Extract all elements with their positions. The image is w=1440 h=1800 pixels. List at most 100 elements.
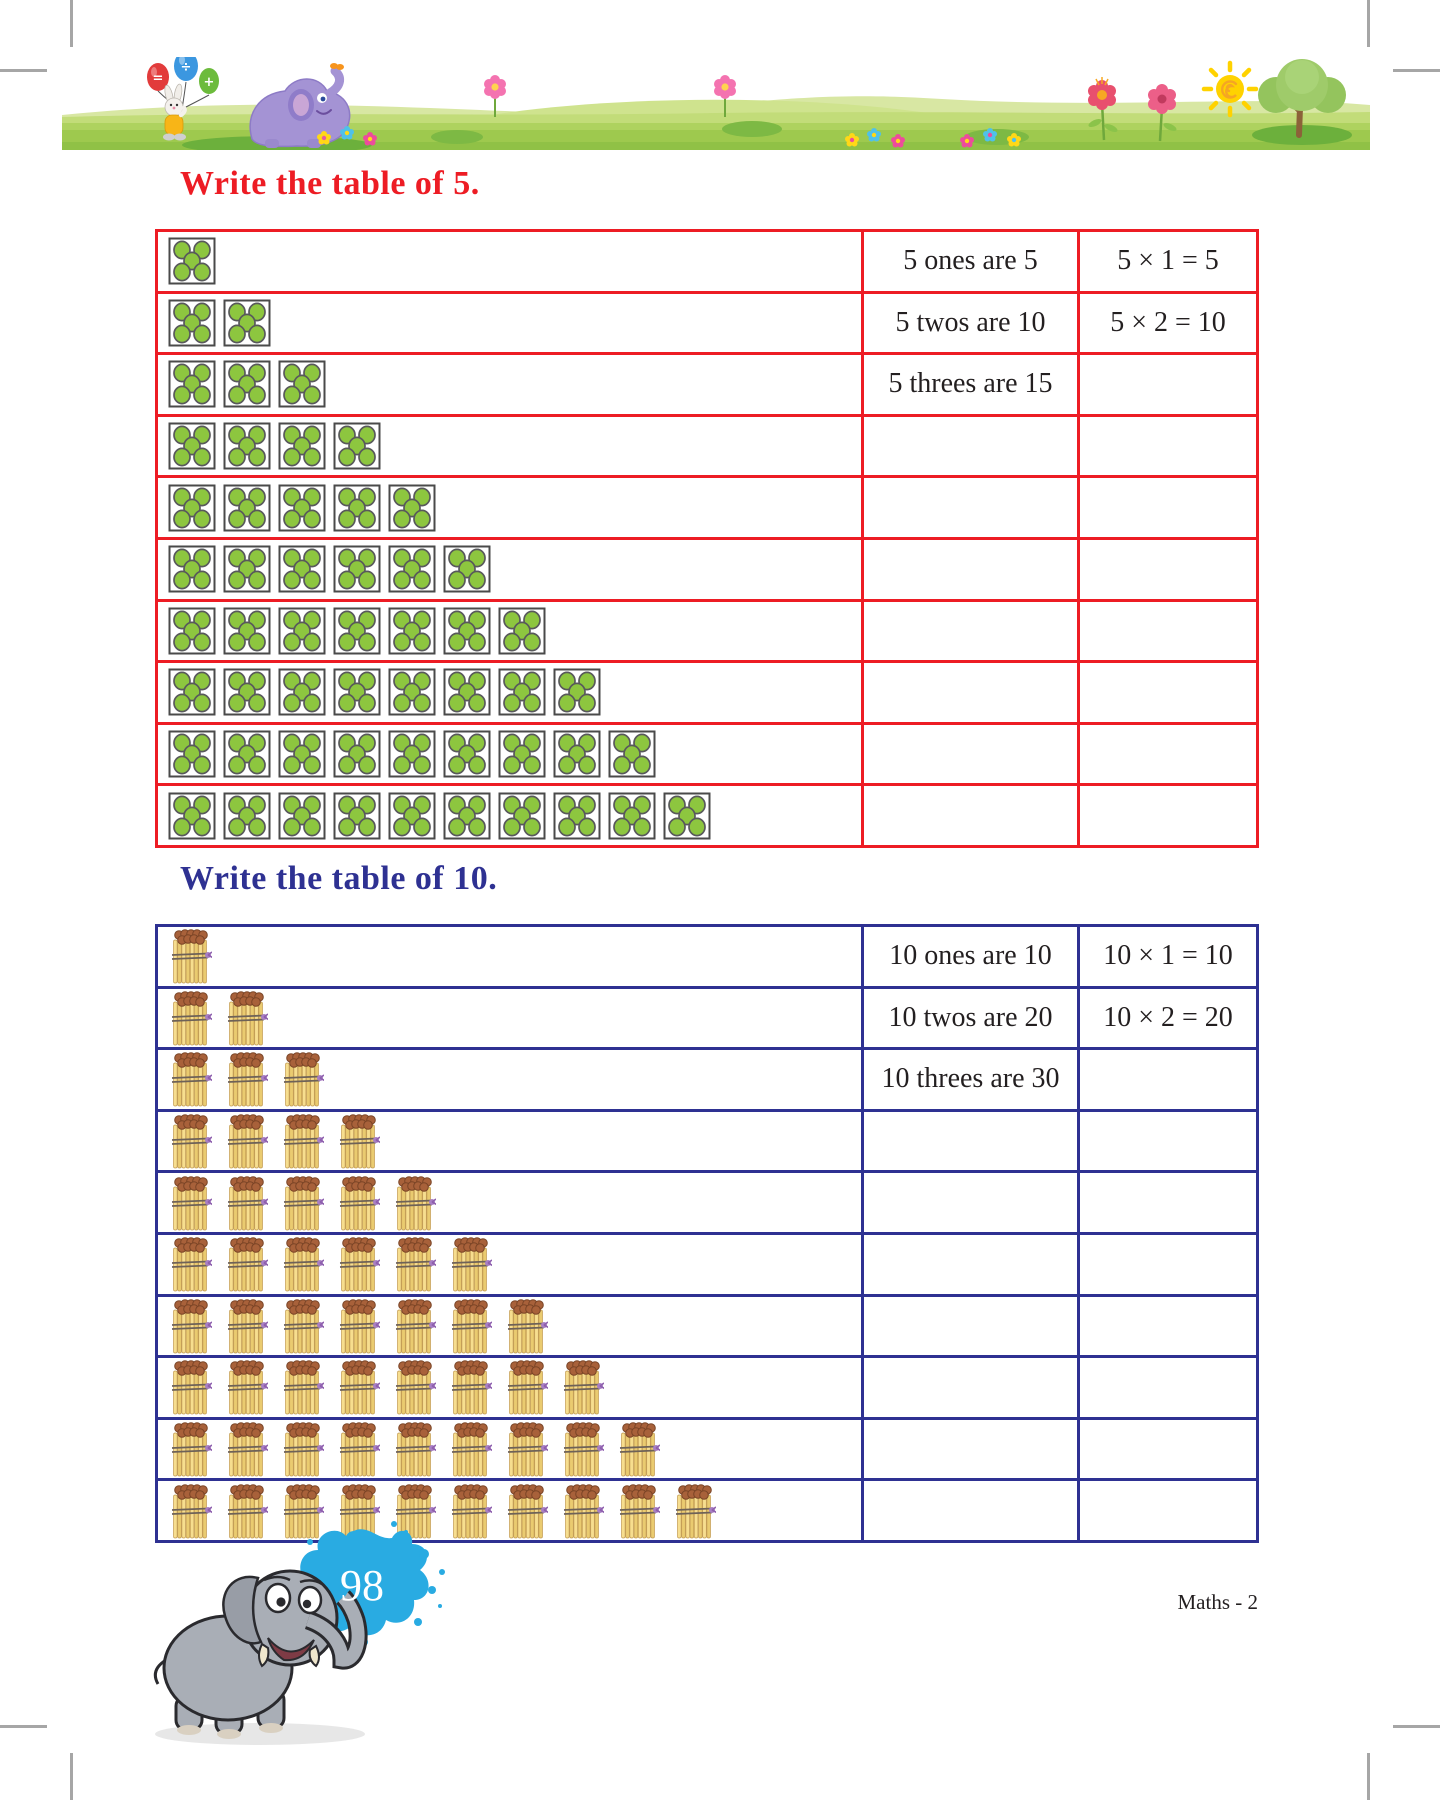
five-dot-tile-icon [223,422,271,470]
five-dot-tile-icon [443,730,491,778]
rabbit-character [163,83,187,141]
five-dot-tile-icon [168,545,216,593]
five-dot-tile-icon [553,792,601,840]
five-dot-tile-icon [278,668,326,716]
bundle-of-ten-icon [227,1360,268,1415]
five-dot-tile-icon [223,484,271,532]
crop-mark [70,0,73,47]
bundle-of-ten-icon [563,1422,604,1477]
equation-cell [1080,539,1256,599]
objects-cell [158,1173,861,1232]
crop-mark [1367,0,1370,47]
equation-cell [1080,1111,1256,1171]
gray-elephant-mascot-icon [153,1521,445,1745]
five-dot-tile-icon [278,792,326,840]
table-of-10: 10 ones are 10 10 × 1 = 10 10 twos are 20… [155,924,1259,1543]
five-dot-tile-icon [388,607,436,655]
five-dot-tile-icon [388,668,436,716]
five-dot-tile-icon [168,360,216,408]
bundle-of-ten-icon [227,1175,268,1231]
five-dot-tile-icon [333,484,381,532]
table-row: 10 ones are 10 10 × 1 = 10 [158,927,1256,986]
objects-cell [158,355,861,414]
crop-mark [70,1753,73,1800]
five-dot-tile-icon [333,607,381,655]
five-dot-tile-icon [223,360,271,408]
bundle-of-ten-icon [619,1422,660,1477]
table-row [158,539,1256,599]
equation-cell [1080,355,1256,414]
equation-cell: 5 × 1 = 5 [1080,232,1256,291]
five-dot-tile-icon [278,484,326,532]
bundle-of-ten-icon [171,1114,212,1169]
words-cell [864,1481,1077,1540]
equation-cell [1080,1481,1256,1540]
crop-mark [0,1725,47,1728]
bundle-of-ten-icon [395,1175,436,1231]
objects-cell [158,927,861,986]
bundle-of-ten-icon [171,929,212,984]
words-cell: 5 ones are 5 [864,232,1077,291]
bundle-of-ten-icon [283,1422,324,1477]
five-dot-tile-icon [278,422,326,470]
objects-cell [158,1296,861,1356]
five-dot-tile-icon [168,730,216,778]
words-cell [864,601,1077,661]
bundle-of-ten-icon [339,1483,380,1539]
five-dot-tile-icon [223,668,271,716]
objects-cell [158,293,861,353]
five-dot-tile-icon [388,484,436,532]
bundle-of-ten-icon [171,1299,212,1354]
words-cell [864,1419,1077,1479]
objects-cell [158,786,861,845]
bundle-of-ten-icon [227,1299,268,1354]
five-dot-tile-icon [333,545,381,593]
words-cell [864,663,1077,722]
table-row: 10 twos are 20 10 × 2 = 20 [158,988,1256,1048]
objects-cell [158,539,861,599]
bundle-of-ten-icon [339,1175,380,1231]
words-cell [864,724,1077,784]
objects-cell [158,601,861,661]
equation-cell [1080,416,1256,476]
five-dot-tile-icon [278,545,326,593]
five-dot-tile-icon [168,668,216,716]
bundle-of-ten-icon [227,1483,268,1539]
table-row [158,1358,1256,1417]
bundle-of-ten-icon [227,991,268,1046]
words-cell: 10 threes are 30 [864,1050,1077,1109]
bundle-of-ten-icon [675,1483,716,1539]
bundle-of-ten-icon [619,1483,660,1539]
equation-cell: 10 × 1 = 10 [1080,927,1256,986]
bundle-of-ten-icon [227,1114,268,1169]
bundle-of-ten-icon [451,1237,492,1292]
equation-cell [1080,1419,1256,1479]
bundle-of-ten-icon [563,1360,604,1415]
five-dot-tile-icon [278,607,326,655]
table-row [158,478,1256,537]
page-number: 98 [340,1561,384,1610]
bundle-of-ten-icon [395,1299,436,1354]
five-dot-tile-icon [168,607,216,655]
table10-title: Write the table of 10. [180,860,498,897]
table-row: 5 threes are 15 [158,355,1256,414]
balloon-plus-icon: + [199,68,219,94]
table-row [158,1481,1256,1540]
objects-cell [158,1481,861,1540]
header-banner-illustration: = ÷ + [62,51,1370,154]
five-dot-tile-icon [223,730,271,778]
words-cell [864,1111,1077,1171]
five-dot-tile-icon [443,668,491,716]
grass-field: = ÷ + [62,51,1370,154]
five-dot-tile-icon [278,730,326,778]
tree-icon [1258,59,1346,138]
elephant-mascot [150,1520,450,1756]
bundle-of-ten-icon [171,1052,212,1107]
svg-text:=: = [153,71,164,86]
sun-icon [1201,60,1259,118]
words-cell [864,416,1077,476]
objects-cell [158,232,861,291]
five-dot-tile-icon [223,299,271,347]
objects-cell [158,416,861,476]
